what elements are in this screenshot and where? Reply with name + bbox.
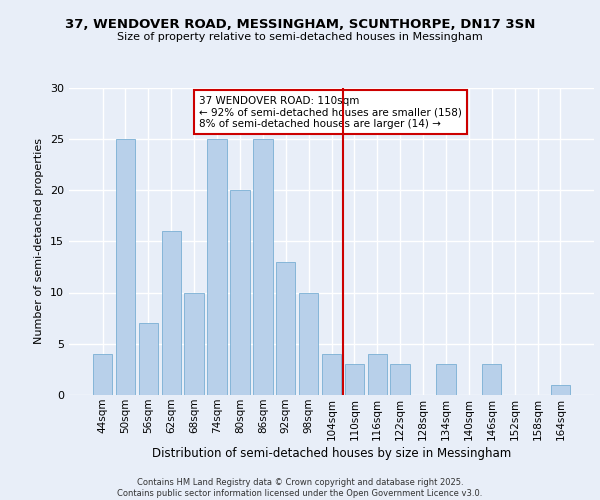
Bar	[276, 262, 295, 395]
Bar	[161, 231, 181, 395]
Bar	[551, 385, 570, 395]
Text: 37 WENDOVER ROAD: 110sqm
← 92% of semi-detached houses are smaller (158)
8% of s: 37 WENDOVER ROAD: 110sqm ← 92% of semi-d…	[199, 96, 461, 129]
X-axis label: Distribution of semi-detached houses by size in Messingham: Distribution of semi-detached houses by …	[152, 447, 511, 460]
Bar	[253, 138, 272, 395]
Bar	[184, 292, 204, 395]
Bar	[116, 138, 135, 395]
Bar	[230, 190, 250, 395]
Bar	[391, 364, 410, 395]
Bar	[436, 364, 455, 395]
Bar	[208, 138, 227, 395]
Bar	[482, 364, 502, 395]
Bar	[368, 354, 387, 395]
Y-axis label: Number of semi-detached properties: Number of semi-detached properties	[34, 138, 44, 344]
Bar	[344, 364, 364, 395]
Text: 37, WENDOVER ROAD, MESSINGHAM, SCUNTHORPE, DN17 3SN: 37, WENDOVER ROAD, MESSINGHAM, SCUNTHORP…	[65, 18, 535, 30]
Bar	[299, 292, 319, 395]
Bar	[93, 354, 112, 395]
Text: Contains HM Land Registry data © Crown copyright and database right 2025.
Contai: Contains HM Land Registry data © Crown c…	[118, 478, 482, 498]
Bar	[139, 324, 158, 395]
Bar	[322, 354, 341, 395]
Text: Size of property relative to semi-detached houses in Messingham: Size of property relative to semi-detach…	[117, 32, 483, 42]
